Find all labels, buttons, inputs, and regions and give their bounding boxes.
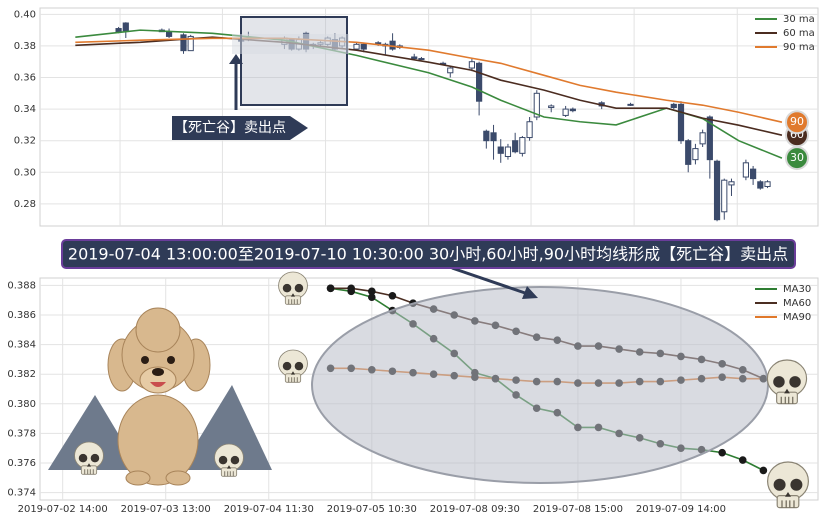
- point: [718, 448, 726, 457]
- y-tick-label: 0.34: [14, 104, 36, 115]
- arrow-head: [229, 54, 243, 64]
- candle-body: [389, 40, 396, 50]
- candle-body: [490, 132, 497, 142]
- candle-body: [569, 108, 576, 112]
- y-tick-label: 0.386: [7, 310, 36, 321]
- legend-label: 90 ma: [783, 42, 815, 53]
- y-tick-label: 0.378: [7, 428, 36, 439]
- point: [759, 466, 768, 475]
- annotation: 【死亡谷】卖出点: [174, 120, 286, 136]
- legend-label: MA30: [783, 284, 811, 295]
- candle-body: [562, 108, 569, 116]
- candle-body: [165, 31, 173, 37]
- x-tick-label: 2019-07-05 10:30: [327, 504, 417, 515]
- x-tick-label: 2019-07-09 14:00: [636, 504, 726, 515]
- arrow: [451, 266, 529, 296]
- candle-body: [519, 137, 526, 154]
- x-tick-label: 2019-07-03 13:00: [121, 504, 211, 515]
- y-tick-label: 0.376: [7, 458, 36, 469]
- banner: 2019-07-04 13:00:00至2019-07-10 10:30:00 …: [68, 245, 788, 264]
- legend-label: MA60: [783, 298, 811, 309]
- y-tick-label: 0.388: [7, 280, 36, 291]
- point: [368, 287, 376, 296]
- dog: [107, 307, 211, 486]
- candle-body: [512, 140, 519, 153]
- candle-body: [180, 34, 187, 52]
- candle-body: [187, 35, 194, 52]
- candle-body: [721, 179, 728, 213]
- candle-body: [115, 28, 122, 33]
- legend-label: MA90: [783, 312, 811, 323]
- candle-body: [706, 116, 713, 161]
- y-tick-label: 0.40: [14, 9, 36, 20]
- candle-body: [122, 22, 129, 32]
- candle-body: [548, 105, 555, 109]
- y-tick-label: 0.30: [14, 167, 36, 178]
- candle-body: [526, 121, 533, 139]
- candle-body: [497, 146, 504, 154]
- candle-body: [670, 103, 677, 109]
- y-tick-label: 0.380: [7, 399, 36, 410]
- y-tick-label: 0.36: [14, 73, 36, 84]
- highlight-band: [232, 34, 349, 54]
- x-tick-label: 2019-07-08 09:30: [430, 504, 520, 515]
- legend-label: 60 ma: [783, 28, 815, 39]
- candle-body: [677, 103, 685, 142]
- candle-body: [627, 103, 634, 106]
- candle-body: [742, 162, 749, 178]
- y-tick-label: 0.374: [7, 488, 36, 499]
- candle-body: [713, 160, 721, 221]
- point: [388, 291, 397, 300]
- end-badge-label: 90: [790, 115, 804, 128]
- point: [368, 293, 376, 302]
- candle-body: [504, 146, 512, 157]
- end-badge: [785, 110, 809, 135]
- point: [738, 456, 747, 464]
- mountains: [48, 385, 272, 470]
- arrow-head: [522, 286, 538, 299]
- point: [347, 284, 356, 293]
- candle-body: [750, 168, 757, 180]
- candle-body: [483, 130, 490, 142]
- y-tick-label: 0.32: [14, 136, 36, 147]
- end-badge-label: 30: [790, 151, 804, 164]
- banner-box: [61, 239, 796, 269]
- candle-body: [699, 132, 706, 145]
- candle-body: [692, 148, 699, 161]
- annotation-box: [172, 116, 308, 140]
- y-tick-label: 0.38: [14, 41, 36, 52]
- candle-body: [447, 67, 454, 74]
- x-tick-label: 2019-07-08 15:00: [533, 504, 623, 515]
- y-tick-label: 0.28: [14, 199, 36, 210]
- y-tick-label: 0.384: [7, 340, 36, 351]
- x-tick-label: 2019-07-02 14:00: [18, 504, 108, 515]
- candle-body: [757, 181, 764, 189]
- candle-body: [411, 56, 418, 60]
- candle-body: [360, 43, 367, 50]
- candle-body: [685, 140, 692, 165]
- highlight-ellipse: [311, 286, 769, 484]
- point: [326, 284, 335, 293]
- candle-body: [764, 181, 771, 188]
- candle-body: [353, 43, 360, 50]
- legend-label: 30 ma: [783, 14, 815, 25]
- candle-body: [468, 61, 476, 69]
- highlight-box: [240, 16, 348, 106]
- candle-body: [476, 62, 483, 102]
- y-tick-label: 0.382: [7, 369, 36, 380]
- candle-body: [728, 181, 735, 186]
- candle-body: [418, 58, 425, 61]
- candle-body: [533, 92, 540, 118]
- x-tick-label: 2019-07-04 11:30: [224, 504, 314, 515]
